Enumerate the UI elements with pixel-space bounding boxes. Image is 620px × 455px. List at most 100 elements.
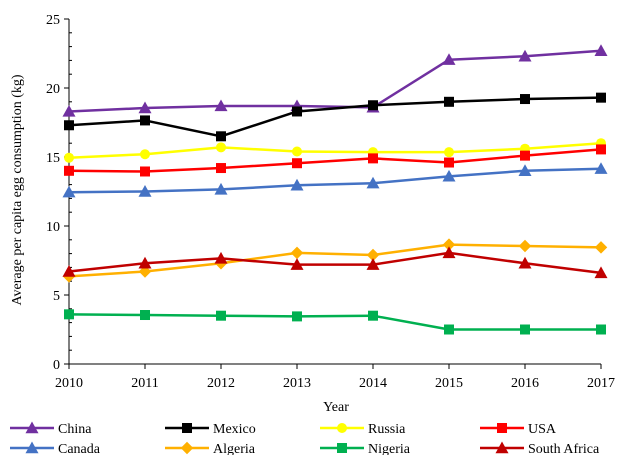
- data-point: [368, 153, 378, 164]
- data-point: [442, 169, 456, 182]
- data-point: [64, 152, 74, 163]
- data-point: [140, 115, 150, 126]
- data-point: [520, 94, 530, 105]
- data-point: [64, 309, 74, 320]
- legend-marker: [180, 441, 194, 455]
- data-point: [444, 96, 454, 107]
- series-line: [68, 243, 602, 278]
- data-point: [214, 251, 228, 264]
- legend-item: Canada: [10, 441, 101, 455]
- data-point: [138, 101, 152, 114]
- y-tick-label: 0: [53, 358, 60, 373]
- y-axis-title: Average per capita egg consumption (kg): [10, 74, 25, 305]
- legend-marker: [25, 441, 39, 454]
- y-tick-label: 15: [46, 151, 60, 166]
- data-point: [596, 324, 606, 335]
- legend-item: Algeria: [165, 441, 256, 455]
- legend-marker: [182, 423, 192, 433]
- data-point: [138, 256, 152, 269]
- series-mexico: [64, 92, 606, 142]
- series-line: [68, 96, 602, 138]
- series-line: [68, 49, 602, 113]
- data-point: [444, 157, 454, 168]
- series-canada: [62, 162, 608, 198]
- data-point: [140, 166, 150, 177]
- x-tick-label: 2015: [435, 376, 463, 391]
- data-point: [520, 150, 530, 161]
- data-point: [64, 165, 74, 176]
- data-point: [518, 256, 532, 269]
- data-point: [442, 53, 456, 65]
- data-point: [214, 99, 228, 112]
- plot-area: [62, 44, 608, 335]
- series-line: [68, 313, 601, 331]
- data-point: [290, 178, 304, 191]
- y-tick-label: 5: [53, 289, 60, 304]
- data-point: [62, 265, 76, 277]
- legend-item: China: [10, 421, 92, 437]
- data-point: [518, 239, 532, 253]
- legend-item: USA: [480, 422, 557, 437]
- data-point: [596, 144, 606, 155]
- x-tick-label: 2016: [511, 376, 539, 391]
- axes: 0 5 10 15 20 25 2010 2011 2012 2013 2014 2015 2016 20…: [46, 13, 615, 391]
- series-line: [68, 167, 602, 194]
- legend-marker: [337, 423, 347, 433]
- data-point: [62, 104, 76, 117]
- data-point: [366, 258, 380, 270]
- series-south-africa: [62, 246, 608, 279]
- legend-item: South Africa: [480, 441, 600, 455]
- legend-item: Nigeria: [320, 442, 411, 455]
- data-point: [596, 92, 606, 103]
- data-point: [64, 120, 74, 131]
- legend-label: China: [58, 422, 92, 437]
- legend-marker: [495, 441, 509, 454]
- legend-label: South Africa: [528, 442, 600, 455]
- data-point: [366, 176, 380, 189]
- data-point: [138, 185, 152, 197]
- series-line: [68, 148, 602, 173]
- legend-label: Nigeria: [368, 442, 411, 455]
- data-point: [216, 163, 226, 174]
- legend-label: Mexico: [213, 422, 256, 437]
- data-point: [140, 310, 150, 321]
- x-tick-label: 2013: [283, 376, 311, 391]
- series-line: [68, 141, 602, 159]
- legend-marker: [497, 423, 507, 433]
- data-point: [442, 246, 456, 259]
- y-tick-label: 25: [46, 13, 60, 28]
- data-point: [216, 142, 226, 153]
- series-nigeria: [64, 309, 606, 335]
- legend-label: Canada: [58, 442, 101, 455]
- data-point: [520, 324, 530, 335]
- legend-label: USA: [528, 422, 557, 437]
- data-point: [140, 149, 150, 160]
- x-tick-label: 2014: [359, 376, 387, 391]
- data-point: [444, 324, 454, 335]
- data-point: [292, 146, 302, 157]
- legend: China Mexico Russia USA Canada Algeria Nigeria…: [10, 421, 600, 455]
- legend-marker: [337, 443, 347, 453]
- data-point: [594, 241, 608, 254]
- data-point: [62, 185, 76, 198]
- legend-item: Russia: [320, 422, 406, 437]
- data-point: [292, 158, 302, 169]
- data-point: [518, 49, 532, 62]
- data-point: [594, 44, 608, 56]
- data-point: [216, 310, 226, 321]
- x-tick-label: 2012: [207, 376, 235, 391]
- y-tick-label: 10: [46, 220, 60, 235]
- legend-label: Algeria: [213, 442, 256, 455]
- data-point: [594, 266, 608, 279]
- data-point: [594, 162, 608, 174]
- data-point: [292, 106, 302, 117]
- data-point: [442, 238, 456, 251]
- series-china: [62, 44, 608, 117]
- data-point: [216, 131, 226, 142]
- series-line: [68, 251, 602, 275]
- x-axis-title: Year: [323, 400, 349, 415]
- data-point: [368, 310, 378, 321]
- legend-item: Mexico: [165, 422, 256, 437]
- data-point: [214, 182, 228, 195]
